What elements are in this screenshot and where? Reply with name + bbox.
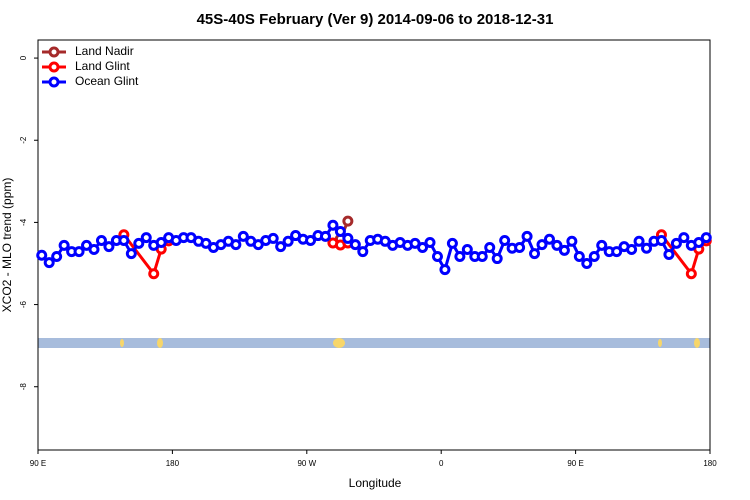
x-tick-label: 180 [166, 459, 180, 468]
point [476, 251, 488, 263]
point [230, 239, 242, 251]
point [566, 235, 578, 247]
point [51, 251, 63, 263]
legend-label: Land Glint [75, 59, 130, 73]
point [417, 241, 429, 253]
point [626, 244, 638, 256]
y-axis-label: XCO2 - MLO trend (ppm) [0, 178, 14, 313]
point [125, 248, 137, 260]
point [484, 241, 496, 253]
point [454, 251, 466, 263]
point [334, 225, 346, 237]
point [118, 234, 130, 246]
point [678, 232, 690, 244]
point [461, 244, 473, 256]
point [73, 246, 85, 258]
point [103, 241, 115, 253]
legend-marker [48, 61, 60, 73]
x-tick-label: 0 [439, 459, 444, 468]
point [95, 234, 107, 246]
y-tick-label: -6 [19, 300, 28, 308]
map-strip [38, 338, 710, 348]
x-tick-label: 90 W [297, 459, 316, 468]
point [349, 239, 361, 251]
point [558, 244, 570, 256]
point [36, 249, 48, 261]
x-axis-label: Longitude [349, 476, 402, 490]
point [700, 232, 712, 244]
point [140, 232, 152, 244]
point [267, 232, 279, 244]
point [611, 246, 623, 258]
point [439, 264, 451, 276]
y-tick-label: -4 [19, 218, 28, 226]
point [543, 233, 555, 245]
point [446, 237, 458, 249]
point [633, 235, 645, 247]
point [342, 232, 354, 244]
point [521, 230, 533, 242]
point [342, 215, 354, 227]
legend-label: Ocean Glint [75, 74, 139, 88]
point [88, 244, 100, 256]
point [133, 237, 145, 249]
point [327, 219, 339, 231]
point [663, 248, 675, 260]
y-tick-label: -8 [19, 383, 28, 391]
x-tick-label: 90 E [567, 459, 583, 468]
point [685, 268, 697, 280]
point [581, 257, 593, 269]
point [529, 248, 541, 260]
point [282, 235, 294, 247]
point [431, 251, 443, 263]
point [693, 237, 705, 249]
plot-frame [37, 39, 711, 451]
point [588, 251, 600, 263]
point [319, 230, 331, 242]
point [536, 239, 548, 251]
x-tick-label: 90 E [30, 459, 46, 468]
point [655, 234, 667, 246]
x-tick-label: 180 [703, 459, 717, 468]
point [596, 239, 608, 251]
point [357, 246, 369, 258]
point [551, 239, 563, 251]
point [424, 237, 436, 249]
point [148, 268, 160, 280]
point [514, 241, 526, 253]
legend-marker [48, 76, 60, 88]
point [499, 234, 511, 246]
chart-title: 45S-40S February (Ver 9) 2014-09-06 to 2… [197, 11, 554, 28]
legend-label: Land Nadir [75, 44, 134, 58]
point [641, 242, 653, 254]
point [237, 230, 249, 242]
legend-marker [48, 46, 60, 58]
point [43, 257, 55, 269]
point [305, 234, 317, 246]
point [275, 241, 287, 253]
point [155, 237, 167, 249]
point [58, 239, 70, 251]
y-tick-label: 0 [19, 55, 28, 60]
point [573, 251, 585, 263]
y-tick-label: -2 [19, 136, 28, 144]
point [491, 253, 503, 265]
point [670, 237, 682, 249]
